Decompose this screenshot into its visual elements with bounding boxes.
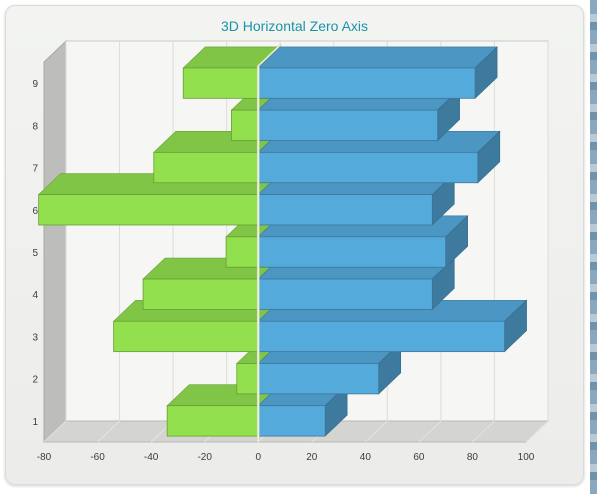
- bar-positive-4-front: [257, 278, 433, 310]
- x-tick-label: 0: [255, 452, 261, 463]
- floor-gridline: [418, 420, 442, 443]
- x-tick-label: -20: [197, 452, 212, 463]
- bar-negative-5-front: [225, 236, 259, 268]
- y-tick-label: 4: [32, 290, 38, 301]
- y-tick-label: 6: [32, 206, 38, 217]
- bar-positive-9-front: [257, 67, 476, 99]
- x-tick-label: -40: [144, 452, 159, 463]
- bar-negative-9-front: [182, 67, 259, 99]
- y-tick-label: 7: [32, 164, 38, 175]
- bar-positive-5-front: [257, 236, 447, 268]
- bar-negative-3-front: [113, 320, 259, 353]
- background-window-edge: [590, 0, 597, 494]
- chart-bars: [37, 44, 528, 443]
- x-tick-label: 60: [413, 452, 425, 463]
- bar-positive-9: [257, 46, 498, 100]
- floor-gridline: [472, 420, 495, 443]
- bar-positive-8-front: [257, 109, 439, 141]
- x-tick-label: -80: [37, 452, 52, 463]
- bar-negative-6-front: [38, 194, 259, 226]
- x-tick-label: 20: [306, 452, 318, 463]
- bar-negative-7-front: [153, 151, 259, 184]
- bar-positive-7-front: [257, 151, 479, 184]
- y-axis-ticks: 1 2 3 4 5 6 7 8 9: [32, 79, 38, 428]
- bar-negative-4-front: [142, 278, 259, 310]
- x-tick-label: 40: [360, 452, 372, 463]
- y-tick-label: 3: [32, 332, 38, 343]
- bar-positive-1-front: [257, 405, 326, 437]
- x-axis-ticks: -80 -60 -40 -20 0 20 40 60 80 100: [37, 452, 535, 463]
- bar-positive-3-front: [257, 320, 505, 353]
- floor-gridline: [525, 420, 549, 443]
- bar-negative-8-front: [231, 109, 259, 141]
- zero-axis: [256, 44, 282, 443]
- x-tick-label: 100: [518, 452, 535, 463]
- bar-negative-1-front: [166, 405, 259, 437]
- y-tick-label: 2: [32, 375, 38, 386]
- x-tick-label: -60: [90, 452, 105, 463]
- x-tick-label: 80: [467, 452, 479, 463]
- left-wall: [43, 39, 67, 444]
- bar-positive-9-top: [257, 46, 498, 69]
- y-tick-label: 5: [32, 248, 38, 259]
- chart-title: 3D Horizontal Zero Axis: [220, 18, 369, 34]
- y-tick-label: 9: [32, 79, 38, 90]
- floor-gridline: [364, 420, 388, 443]
- floor-gridline: [97, 420, 120, 443]
- y-tick-label: 1: [32, 417, 38, 428]
- floor-gridline: [43, 420, 67, 443]
- bar-positive-6-front: [257, 194, 433, 226]
- bar-negative-2-front: [236, 363, 259, 395]
- y-tick-label: 8: [32, 121, 38, 132]
- bar-positive-2-front: [257, 363, 380, 395]
